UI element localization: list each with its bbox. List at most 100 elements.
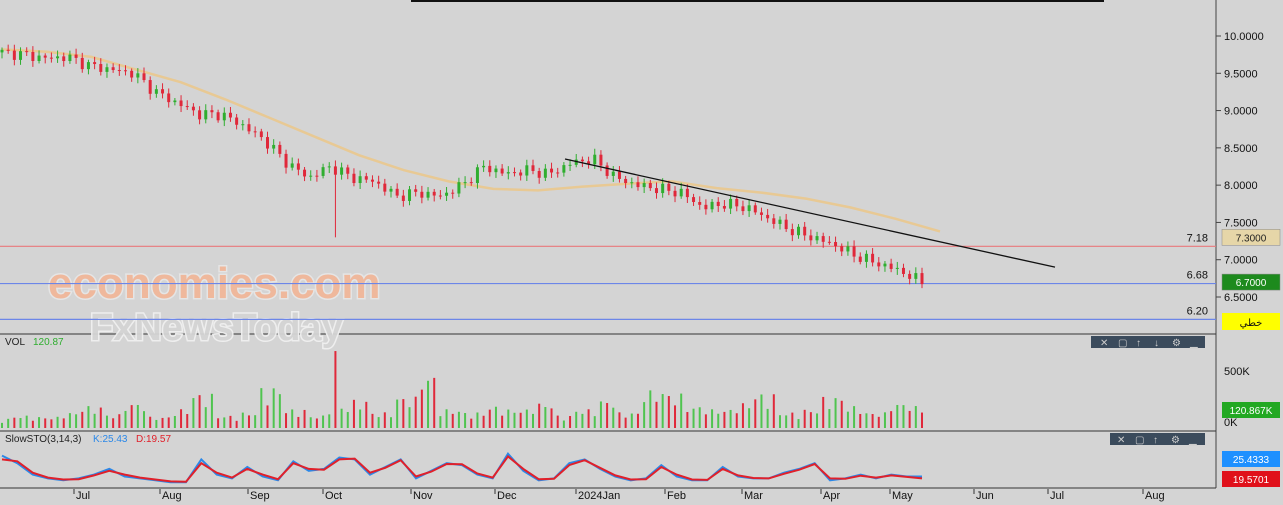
candle-body: [901, 267, 905, 274]
volume-bar: [803, 409, 806, 428]
volume-bar: [729, 409, 732, 428]
volume-bar: [890, 411, 893, 428]
price-tick-label: 9.0000: [1224, 106, 1258, 118]
volume-bar: [809, 412, 812, 428]
volume-bar: [772, 394, 775, 428]
candle-body: [309, 175, 313, 177]
trendline[interactable]: [564, 158, 1056, 268]
watermark-line-2: FxNewsToday: [90, 307, 343, 349]
sto-minimize-icon[interactable]: ▁: [1188, 435, 1197, 446]
volume-bar: [420, 389, 423, 428]
time-label: Oct: [325, 490, 342, 502]
candle-body: [457, 182, 461, 194]
volume-bar: [575, 411, 578, 428]
candle-body: [821, 236, 825, 242]
volume-bar: [229, 415, 232, 428]
candle-body: [716, 201, 720, 207]
candle-body: [377, 181, 381, 184]
candle-body: [883, 263, 887, 267]
volume-panel-controls[interactable]: ✕ ▢ ↑ ↓ ⚙ ▁: [1091, 336, 1205, 349]
price-tag: [1221, 229, 1281, 246]
volume-label: VOL: [5, 337, 25, 348]
close-icon[interactable]: ✕: [1100, 338, 1108, 349]
volume-bar: [414, 396, 417, 428]
candle-body: [383, 183, 387, 192]
volume-tag-label: 120.867K: [1230, 406, 1273, 417]
move-down-icon[interactable]: ↓: [1154, 338, 1159, 349]
volume-bar: [278, 394, 281, 428]
volume-bar: [247, 415, 250, 428]
volume-bar: [31, 420, 34, 428]
candle-body: [25, 51, 29, 53]
candle-body: [12, 50, 16, 60]
candle-body: [117, 70, 121, 72]
volume-bar: [667, 396, 670, 428]
volume-bar: [38, 417, 41, 428]
time-label: Apr: [823, 490, 840, 502]
candle-body: [395, 188, 399, 196]
candle-body: [685, 188, 689, 198]
candle-body: [198, 110, 202, 120]
candle-body: [123, 70, 127, 72]
time-label: May: [892, 490, 913, 502]
volume-bar: [513, 412, 516, 428]
volume-bar: [7, 418, 10, 428]
minimize-icon[interactable]: ▁: [1189, 338, 1198, 349]
settings-icon[interactable]: ⚙: [1172, 338, 1181, 349]
volume-bar: [439, 416, 442, 428]
candle-body: [759, 212, 763, 215]
volume-bar: [365, 401, 368, 428]
candle-body: [506, 172, 510, 174]
price-tick-label: 10.0000: [1224, 31, 1264, 43]
candle-body: [654, 188, 658, 194]
candle-body: [49, 57, 53, 59]
volume-bar: [883, 412, 886, 428]
volume-bar: [754, 399, 757, 428]
volume-bar: [396, 399, 399, 428]
volume-tag: [1222, 402, 1280, 418]
volume-bar: [93, 413, 96, 428]
candle-body: [105, 67, 109, 72]
volume-bar: [210, 393, 213, 428]
volume-bar: [896, 404, 899, 428]
candle-body: [692, 197, 696, 203]
candle-body: [0, 49, 4, 53]
candle-body: [550, 168, 554, 173]
candle-body: [475, 167, 479, 184]
volume-bar: [840, 400, 843, 428]
candle-body: [488, 165, 492, 173]
maximize-icon[interactable]: ▢: [1118, 338, 1127, 349]
sto-panel-controls[interactable]: ✕ ▢ ↑ ⚙ ▁: [1110, 433, 1205, 446]
candle-body: [19, 51, 23, 60]
candle-body: [624, 178, 628, 184]
candle-body: [482, 165, 486, 168]
volume-bar: [346, 412, 349, 428]
candle-body: [667, 183, 671, 191]
candle-body: [630, 182, 634, 184]
candle-body: [500, 168, 504, 174]
candle-body: [778, 219, 782, 224]
candle-body: [895, 267, 899, 269]
price-tick-label: 7.0000: [1224, 255, 1258, 267]
candle-body: [284, 153, 288, 168]
candle-body: [494, 168, 498, 173]
candle-body: [333, 166, 337, 175]
candle-body: [889, 263, 893, 269]
volume-bar: [99, 407, 102, 428]
sto-settings-icon[interactable]: ⚙: [1171, 435, 1180, 446]
candle-body: [228, 112, 232, 118]
candle-body: [815, 236, 819, 241]
candle-body: [31, 52, 35, 62]
candle-body: [389, 188, 393, 192]
volume-bar: [853, 406, 856, 428]
candle-body: [784, 219, 788, 230]
volume-bar: [50, 419, 53, 428]
chart-type-badge[interactable]: [1222, 313, 1280, 330]
move-up-icon[interactable]: ↑: [1136, 338, 1141, 349]
candle-body: [790, 229, 794, 236]
volume-bar: [322, 415, 325, 428]
sto-close-icon[interactable]: ✕: [1117, 435, 1125, 446]
sto-maximize-icon[interactable]: ▢: [1135, 435, 1144, 446]
sto-move-up-icon[interactable]: ↑: [1153, 435, 1158, 446]
